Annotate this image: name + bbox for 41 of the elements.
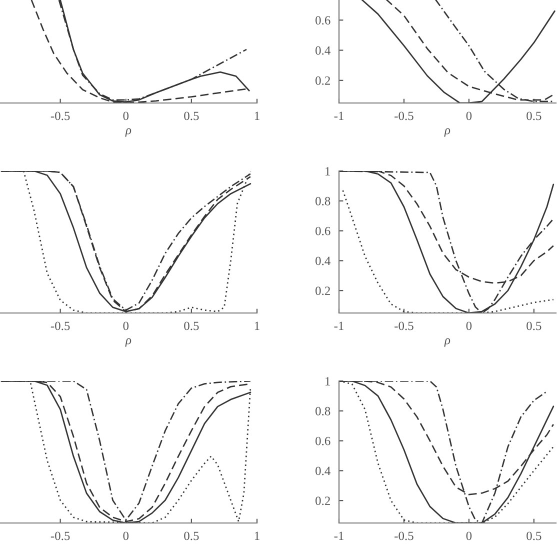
x-axis-title: ρ (444, 128, 450, 137)
y-tick-label: 0.6 (316, 226, 330, 236)
x-tick-label: 0.5 (526, 322, 542, 330)
x-tick-label: 0 (123, 532, 129, 540)
x-axis-title: ρ (125, 128, 132, 137)
x-tick-label: 0.5 (184, 532, 199, 540)
y-tick-label: 0.2 (316, 496, 330, 506)
x-tick-label: 0 (466, 322, 472, 330)
x-tick-label: -1 (334, 322, 344, 330)
x-tick-label: 1 (254, 322, 260, 330)
x-tick-label: 0 (466, 532, 472, 540)
y-tick-label: 0.4 (316, 256, 330, 266)
x-tick-label: -1 (334, 532, 344, 540)
y-tick-label: 0.2 (316, 286, 330, 296)
x-tick-label: -0.5 (394, 322, 414, 330)
x-tick-label: 0 (123, 322, 129, 330)
x-tick-label: -0.5 (50, 532, 70, 540)
x-axis-title: ρ (125, 338, 132, 347)
x-tick-label: 0.5 (526, 112, 542, 120)
x-axis-title: ρ (444, 338, 450, 347)
y-tick-label: 0.8 (316, 406, 330, 416)
y-tick-label: 0.8 (316, 196, 330, 206)
x-tick-label: 0.5 (184, 112, 199, 120)
y-tick-label: 1 (326, 167, 330, 176)
y-tick-label: 1 (326, 377, 330, 386)
x-tick-label: -0.5 (394, 532, 414, 540)
y-tick-label: 0.6 (316, 16, 330, 25)
x-tick-label: 0.5 (526, 532, 542, 540)
x-tick-label: 1 (254, 532, 260, 540)
x-tick-label: -0.5 (50, 112, 70, 120)
x-tick-label: 1 (254, 112, 260, 120)
x-tick-label: 0 (466, 112, 472, 120)
y-tick-label: 0.4 (316, 466, 330, 476)
x-tick-label: -1 (334, 112, 344, 120)
y-tick-label: 0.6 (316, 436, 330, 446)
x-tick-label: 0 (123, 112, 129, 120)
x-tick-label: 0.5 (184, 322, 199, 330)
x-tick-label: -0.5 (50, 322, 70, 330)
y-tick-label: 0.2 (316, 76, 330, 85)
x-tick-label: -0.5 (394, 112, 414, 120)
y-tick-label: 0.4 (316, 46, 330, 55)
